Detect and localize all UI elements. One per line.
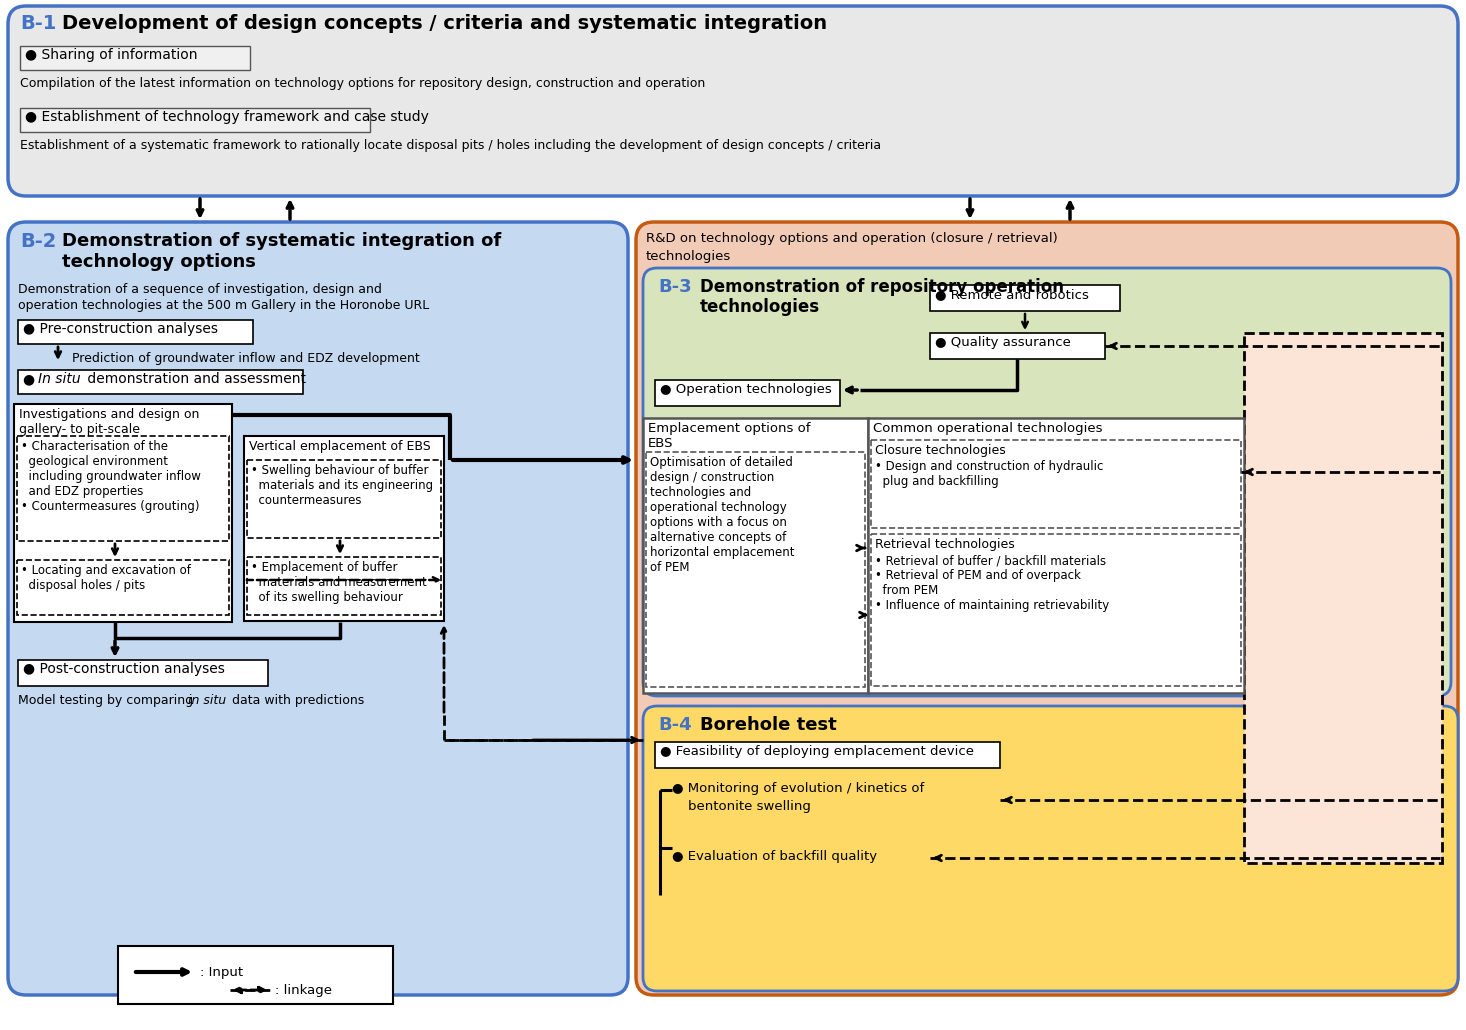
Text: Investigations and design on
gallery- to pit-scale: Investigations and design on gallery- to… <box>19 408 199 436</box>
Bar <box>243 436 444 621</box>
Text: ● Pre-construction analyses: ● Pre-construction analyses <box>23 322 218 336</box>
Text: ● Remote and robotics: ● Remote and robotics <box>935 288 1089 301</box>
Text: Development of design concepts / criteria and systematic integration: Development of design concepts / criteri… <box>62 14 827 33</box>
Text: Demonstration of a sequence of investigation, design and: Demonstration of a sequence of investiga… <box>18 283 381 296</box>
Text: ● Operation technologies: ● Operation technologies <box>660 383 831 396</box>
Text: ● Post-construction analyses: ● Post-construction analyses <box>23 662 224 676</box>
FancyBboxPatch shape <box>644 706 1459 991</box>
Text: • Design and construction of hydraulic
  plug and backfilling: • Design and construction of hydraulic p… <box>875 460 1104 488</box>
Text: ● Evaluation of backfill quality: ● Evaluation of backfill quality <box>671 850 877 863</box>
Text: Compilation of the latest information on technology options for repository desig: Compilation of the latest information on… <box>21 77 705 90</box>
Text: ● Quality assurance: ● Quality assurance <box>935 336 1070 349</box>
Text: In situ: In situ <box>38 372 81 386</box>
Text: Common operational technologies: Common operational technologies <box>872 422 1102 435</box>
Bar <box>18 370 303 394</box>
Bar <box>246 557 441 615</box>
Text: Retrieval technologies: Retrieval technologies <box>875 538 1014 551</box>
Bar <box>18 660 268 686</box>
Text: B-3: B-3 <box>658 278 692 296</box>
Text: Closure technologies: Closure technologies <box>875 444 1006 457</box>
Bar <box>871 440 1242 528</box>
Text: Prediction of groundwater inflow and EDZ development: Prediction of groundwater inflow and EDZ… <box>72 352 419 365</box>
FancyBboxPatch shape <box>644 268 1451 696</box>
Text: data with predictions: data with predictions <box>229 694 364 707</box>
Text: bentonite swelling: bentonite swelling <box>688 800 811 813</box>
Text: demonstration and assessment: demonstration and assessment <box>84 372 306 386</box>
Text: Demonstration of repository operation: Demonstration of repository operation <box>699 278 1064 296</box>
Bar <box>117 946 393 1004</box>
Text: • Characterisation of the
  geological environment
  including groundwater inflo: • Characterisation of the geological env… <box>21 440 201 513</box>
Text: : Input: : Input <box>199 966 243 978</box>
Text: Borehole test: Borehole test <box>699 716 837 734</box>
Text: R&D on technology options and operation (closure / retrieval): R&D on technology options and operation … <box>647 232 1058 245</box>
Text: Vertical emplacement of EBS: Vertical emplacement of EBS <box>249 440 431 453</box>
Text: Model testing by comparing: Model testing by comparing <box>18 694 196 707</box>
Bar <box>21 46 251 70</box>
Text: • Locating and excavation of
  disposal holes / pits: • Locating and excavation of disposal ho… <box>21 564 191 592</box>
Text: ● Feasibility of deploying emplacement device: ● Feasibility of deploying emplacement d… <box>660 745 973 758</box>
Bar <box>18 436 229 541</box>
Bar <box>21 108 369 132</box>
Bar <box>929 333 1105 359</box>
Text: in situ: in situ <box>188 694 226 707</box>
Text: ● Establishment of technology framework and case study: ● Establishment of technology framework … <box>25 110 430 124</box>
Bar <box>246 460 441 538</box>
Text: technologies: technologies <box>699 298 819 316</box>
Text: Demonstration of systematic integration of: Demonstration of systematic integration … <box>62 232 501 250</box>
Text: operation technologies at the 500 m Gallery in the Horonobe URL: operation technologies at the 500 m Gall… <box>18 299 430 312</box>
Text: ●: ● <box>23 372 40 386</box>
FancyBboxPatch shape <box>7 222 627 995</box>
Text: • Emplacement of buffer
  materials and measurement
  of its swelling behaviour: • Emplacement of buffer materials and me… <box>251 561 427 604</box>
Text: • Swelling behaviour of buffer
  materials and its engineering
  countermeasures: • Swelling behaviour of buffer materials… <box>251 464 432 507</box>
Text: • Retrieval of buffer / backfill materials
• Retrieval of PEM and of overpack
  : • Retrieval of buffer / backfill materia… <box>875 554 1110 612</box>
Bar <box>644 418 868 693</box>
FancyBboxPatch shape <box>636 222 1459 995</box>
Bar <box>871 534 1242 686</box>
Bar <box>1245 333 1443 863</box>
Text: Emplacement options of
EBS: Emplacement options of EBS <box>648 422 811 450</box>
Text: Establishment of a systematic framework to rationally locate disposal pits / hol: Establishment of a systematic framework … <box>21 139 881 152</box>
Text: technologies: technologies <box>647 250 732 263</box>
Text: B-4: B-4 <box>658 716 692 734</box>
Text: ● Monitoring of evolution / kinetics of: ● Monitoring of evolution / kinetics of <box>671 782 924 795</box>
Bar <box>929 285 1120 311</box>
Text: B-1: B-1 <box>21 14 56 33</box>
Bar <box>655 380 840 406</box>
Bar <box>18 560 229 615</box>
Bar <box>15 404 232 622</box>
Bar <box>868 418 1245 693</box>
Text: B-2: B-2 <box>21 232 56 251</box>
Text: technology options: technology options <box>62 253 257 271</box>
FancyBboxPatch shape <box>7 6 1459 196</box>
Bar <box>647 452 865 687</box>
Text: : linkage: : linkage <box>276 984 331 997</box>
Bar <box>18 320 254 344</box>
Bar <box>655 742 1000 768</box>
Text: Optimisation of detailed
design / construction
technologies and
operational tech: Optimisation of detailed design / constr… <box>649 456 795 574</box>
Text: ● Sharing of information: ● Sharing of information <box>25 48 198 62</box>
